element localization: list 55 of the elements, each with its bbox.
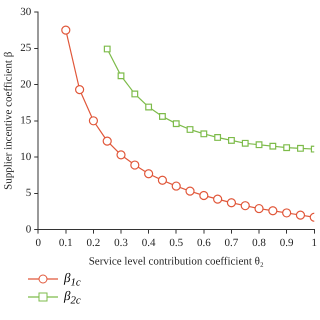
point xyxy=(116,150,126,160)
y-tick-label: 20 xyxy=(20,78,32,90)
point xyxy=(269,142,276,150)
point xyxy=(226,198,236,208)
point xyxy=(158,176,168,185)
point xyxy=(145,104,152,110)
legend-label: β$_{2c}$ xyxy=(64,288,81,306)
y-tick-label: 0 xyxy=(26,223,32,236)
legend-label: β$_{1c}$ xyxy=(64,270,81,288)
point xyxy=(61,26,70,35)
y-tick-label: 10 xyxy=(20,150,32,163)
point xyxy=(144,169,154,178)
point xyxy=(102,136,112,146)
x-tick-label: 1 xyxy=(312,237,317,250)
y-tick-label: 15 xyxy=(20,114,32,127)
point xyxy=(228,136,235,144)
point xyxy=(214,134,222,141)
point xyxy=(186,126,194,133)
x-tick-label: 0 xyxy=(35,237,42,250)
y-tick-label: 30 xyxy=(20,6,32,18)
y-tick-label: 25 xyxy=(20,42,32,54)
x-tick-label: 0.6 xyxy=(196,237,212,250)
x-tick-label: 0.5 xyxy=(169,237,184,250)
point xyxy=(75,85,84,94)
point xyxy=(130,160,140,170)
x-tick-label: 0.1 xyxy=(58,237,73,250)
point xyxy=(240,201,250,210)
point xyxy=(172,181,181,191)
point xyxy=(254,204,264,214)
x-axis-title: Service level contribution coefficient θ₂ xyxy=(88,255,264,268)
point xyxy=(242,140,249,147)
point xyxy=(282,208,292,218)
y-tick-label: 5 xyxy=(26,187,32,200)
x-tick-label: 0.2 xyxy=(86,237,100,250)
point xyxy=(268,206,278,216)
point xyxy=(104,46,111,52)
x-tick-label: 0.9 xyxy=(280,237,294,250)
point xyxy=(213,194,222,204)
point xyxy=(283,144,290,152)
point xyxy=(158,113,166,120)
point xyxy=(131,90,138,98)
x-tick-label: 0.8 xyxy=(252,237,266,250)
y-axis-title: Supplier incentive coefficient β xyxy=(2,51,14,190)
x-tick-label: 0.4 xyxy=(142,237,156,250)
point xyxy=(256,141,262,148)
point xyxy=(297,144,304,152)
x-tick-label: 0.3 xyxy=(114,237,128,250)
point xyxy=(118,72,124,80)
point xyxy=(88,116,98,126)
point xyxy=(185,186,195,196)
point xyxy=(172,120,180,128)
x-tick-label: 0.7 xyxy=(224,237,239,250)
point xyxy=(199,190,208,200)
point xyxy=(296,210,306,220)
point xyxy=(200,130,208,138)
